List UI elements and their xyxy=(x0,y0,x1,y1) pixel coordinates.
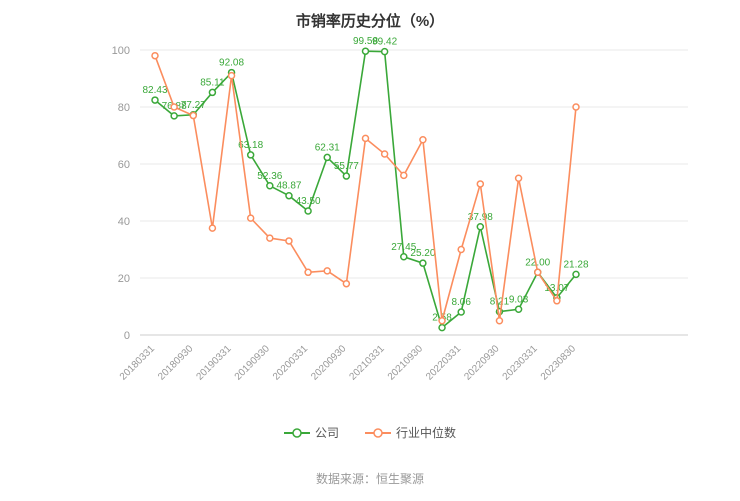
data-label: 99.42 xyxy=(372,37,397,48)
data-point[interactable] xyxy=(476,180,485,188)
data-label: 21.28 xyxy=(563,259,588,270)
x-axis-tick-label: 20230331 xyxy=(501,343,541,383)
series-line-0 xyxy=(154,50,577,330)
data-label: 52.36 xyxy=(257,171,282,182)
data-label: 22.00 xyxy=(525,257,550,268)
data-point[interactable] xyxy=(419,136,427,144)
data-point[interactable] xyxy=(208,88,217,97)
legend-item-industry-median[interactable]: 行业中位数 xyxy=(365,424,456,441)
data-point[interactable] xyxy=(514,305,523,314)
series-line-1 xyxy=(154,55,577,321)
data-point[interactable] xyxy=(189,111,198,120)
legend: 公司 行业中位数 xyxy=(0,424,740,441)
data-label: 99.58 xyxy=(353,36,378,47)
data-point[interactable] xyxy=(323,267,331,275)
data-point[interactable] xyxy=(572,270,580,279)
data-point[interactable] xyxy=(304,207,312,215)
data-point[interactable] xyxy=(572,103,580,111)
x-axis-tick-label: 20220331 xyxy=(424,343,464,383)
x-axis-tick-label: 20200331 xyxy=(271,343,311,383)
data-label: 25.20 xyxy=(410,248,435,259)
y-axis-tick-label: 0 xyxy=(124,330,130,342)
y-axis-tick-label: 40 xyxy=(118,216,130,228)
data-point[interactable] xyxy=(208,224,217,232)
data-point[interactable] xyxy=(400,171,408,180)
data-label: 85.11 xyxy=(200,77,225,88)
y-axis-tick-label: 80 xyxy=(118,102,130,114)
data-point[interactable] xyxy=(342,172,351,180)
x-axis-tick-label: 20180930 xyxy=(156,343,196,383)
data-label: 27.45 xyxy=(391,242,416,253)
data-point[interactable] xyxy=(285,191,293,200)
x-axis-tick-label: 20210930 xyxy=(386,343,426,383)
data-point[interactable] xyxy=(304,268,312,277)
data-point[interactable] xyxy=(495,317,504,325)
y-axis-tick-label: 60 xyxy=(118,159,130,171)
data-label: 37.98 xyxy=(468,212,493,223)
data-label: 13.07 xyxy=(544,283,569,294)
data-point[interactable] xyxy=(170,103,178,111)
data-label: 43.50 xyxy=(296,196,321,207)
data-label: 92.08 xyxy=(219,58,244,69)
data-point[interactable] xyxy=(457,308,465,316)
data-point[interactable] xyxy=(246,214,255,222)
data-point[interactable] xyxy=(266,182,274,190)
legend-label-company: 公司 xyxy=(314,426,339,440)
x-axis-tick-label: 20200930 xyxy=(309,343,349,383)
data-label: 8.21 xyxy=(490,297,510,308)
data-point[interactable] xyxy=(151,51,159,60)
data-point[interactable] xyxy=(151,96,159,104)
data-point[interactable] xyxy=(361,134,370,143)
data-point[interactable] xyxy=(380,47,389,56)
data-point[interactable] xyxy=(457,245,465,254)
data-point[interactable] xyxy=(342,279,351,288)
data-point[interactable] xyxy=(246,151,255,159)
x-axis-tick-label: 20230830 xyxy=(539,343,579,383)
data-label: 63.18 xyxy=(238,140,263,151)
data-point[interactable] xyxy=(285,237,293,245)
data-label: 55.77 xyxy=(334,161,359,172)
x-axis-tick-label: 20220930 xyxy=(462,343,502,383)
x-axis-tick-label: 20180331 xyxy=(118,343,158,383)
source-text: 数据来源：恒生聚源 xyxy=(315,472,424,486)
data-point[interactable] xyxy=(419,259,427,267)
data-point[interactable] xyxy=(361,47,370,55)
line-circle-marker-icon xyxy=(365,427,391,438)
data-point[interactable] xyxy=(514,174,523,182)
data-label: 9.03 xyxy=(509,294,529,305)
chart-title: 市销率历史分位（%） xyxy=(295,13,445,30)
x-axis-tick-label: 20190930 xyxy=(233,343,273,383)
data-point[interactable] xyxy=(170,112,178,120)
data-label: 82.43 xyxy=(142,85,167,96)
data-label: 77.27 xyxy=(181,100,206,111)
data-point[interactable] xyxy=(227,71,236,80)
data-point[interactable] xyxy=(380,150,389,158)
data-point[interactable] xyxy=(323,153,331,162)
data-point[interactable] xyxy=(400,253,408,261)
data-point[interactable] xyxy=(533,268,542,277)
x-axis-tick-label: 20190331 xyxy=(194,343,234,383)
legend-item-company[interactable]: 公司 xyxy=(283,424,339,441)
y-axis-tick-label: 100 xyxy=(112,45,130,57)
data-point[interactable] xyxy=(438,317,446,325)
data-point[interactable] xyxy=(476,223,485,231)
y-axis-tick-label: 20 xyxy=(118,273,130,285)
data-label: 8.06 xyxy=(451,297,471,308)
data-label: 48.87 xyxy=(276,181,301,192)
x-axis-tick-label: 20210331 xyxy=(348,343,388,383)
data-point[interactable] xyxy=(553,297,561,305)
data-label: 62.31 xyxy=(315,142,340,153)
data-point[interactable] xyxy=(438,323,446,332)
legend-label-industry-median: 行业中位数 xyxy=(396,426,457,440)
line-circle-marker-icon xyxy=(283,427,310,438)
data-point[interactable] xyxy=(266,234,274,242)
